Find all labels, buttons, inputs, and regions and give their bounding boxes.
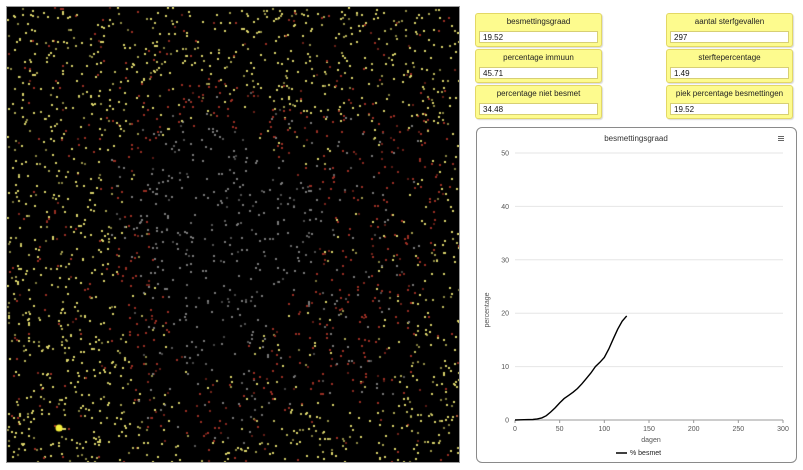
y-tick-label: 50 <box>501 151 509 158</box>
legend-label: % besmet <box>630 450 661 457</box>
monitor-percentage-niet-besmet: percentage niet besmet 34.48 <box>475 85 602 119</box>
x-tick-label: 250 <box>732 426 744 433</box>
series-line-besmet <box>514 315 628 421</box>
monitor-value: 19.52 <box>670 103 789 115</box>
monitor-value: 34.48 <box>479 103 598 115</box>
y-tick-label: 10 <box>501 364 509 371</box>
monitor-label: sterftepercentage <box>698 53 761 62</box>
monitor-aantal-sterfgevallen: aantal sterfgevallen 297 <box>666 13 793 47</box>
monitor-value: 1.49 <box>670 67 789 79</box>
monitor-piek-percentage-besmettingen: piek percentage besmettingen 19.52 <box>666 85 793 119</box>
y-axis-label: percentage <box>484 292 491 327</box>
besmettingsgraad-plot: besmettingsgraad 0 10 20 30 40 50 0 50 100 150 200… <box>476 127 797 463</box>
monitor-value: 297 <box>670 31 789 43</box>
monitor-sterftepercentage: sterftepercentage 1.49 <box>666 49 793 83</box>
monitor-percentage-immuun: percentage immuun 45.71 <box>475 49 602 83</box>
x-tick-label: 200 <box>688 426 700 433</box>
x-axis-label: dagen <box>641 437 661 444</box>
simulation-world-view[interactable] <box>6 6 460 463</box>
monitor-value: 19.52 <box>479 31 598 43</box>
legend: % besmet <box>616 450 661 457</box>
x-tick-label: 100 <box>598 426 610 433</box>
monitor-value: 45.71 <box>479 67 598 79</box>
monitor-label: percentage immuun <box>503 53 574 62</box>
y-tick-label: 20 <box>501 311 509 318</box>
monitor-label: piek percentage besmettingen <box>675 89 784 98</box>
y-tick-label: 0 <box>505 418 509 425</box>
monitor-besmettingsgraad: besmettingsgraad 19.52 <box>475 13 602 47</box>
agent-field-canvas <box>7 7 459 462</box>
x-tick-label: 50 <box>556 426 564 433</box>
y-tick-label: 30 <box>501 257 509 264</box>
x-tick-label: 0 <box>513 426 517 433</box>
hamburger-menu-icon[interactable] <box>778 136 784 141</box>
monitor-label: besmettingsgraad <box>506 17 571 26</box>
plot-title: besmettingsgraad <box>604 134 668 143</box>
x-tick-label: 300 <box>777 426 789 433</box>
monitor-label: aantal sterfgevallen <box>694 17 765 26</box>
y-tick-label: 40 <box>501 204 509 211</box>
monitor-label: percentage niet besmet <box>496 89 581 98</box>
plot-svg: besmettingsgraad 0 10 20 30 40 50 0 50 100 150 200… <box>484 134 789 457</box>
x-tick-label: 150 <box>643 426 655 433</box>
